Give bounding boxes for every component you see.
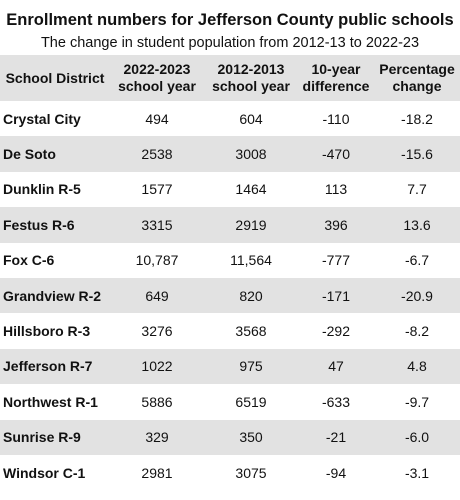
table-row: Sunrise R-9 329 350 -21 -6.0	[0, 419, 460, 455]
cell-ten-year-difference: -21	[325, 429, 347, 446]
cell-percentage-change: -18.2	[401, 110, 433, 127]
cell-enrollment-2012-2013: 350	[239, 429, 263, 446]
table-row: Jefferson R-7 1022 975 47 4.8	[0, 348, 460, 385]
cell-enrollment-2022-2023: 5886	[141, 393, 173, 410]
cell-enrollment-2012-2013: 3008	[235, 146, 267, 163]
header-2022-2023: 2022-2023 school year	[118, 61, 196, 94]
cell-enrollment-2012-2013: 604	[239, 110, 263, 127]
cell-percentage-change: -3.1	[404, 464, 430, 481]
cell-ten-year-difference: -94	[325, 464, 347, 481]
table-row: Festus R-6 3315 2919 396 13.6	[0, 207, 460, 243]
cell-percentage-change: 4.8	[407, 358, 427, 375]
header-2012-2013: 2012-2013 school year	[212, 61, 290, 94]
header-school-district: School District	[5, 69, 105, 86]
cell-percentage-change: -20.9	[401, 287, 433, 304]
table-row: Fox C-6 10,787 11,564 -777 -6.7	[0, 243, 460, 278]
chart-title: Enrollment numbers for Jefferson County …	[6, 11, 454, 29]
cell-school-district: Northwest R-1	[3, 393, 98, 410]
cell-enrollment-2022-2023: 649	[145, 287, 169, 304]
cell-enrollment-2022-2023: 1022	[141, 358, 173, 375]
cell-enrollment-2022-2023: 329	[145, 429, 169, 446]
cell-enrollment-2022-2023: 3315	[141, 216, 173, 233]
cell-ten-year-difference: -633	[321, 393, 351, 410]
cell-enrollment-2012-2013: 820	[239, 287, 263, 304]
cell-enrollment-2012-2013: 975	[239, 358, 263, 375]
cell-ten-year-difference: -470	[321, 146, 351, 163]
enrollment-table: School District 2022-2023 school year 20…	[0, 55, 460, 490]
cell-school-district: Dunklin R-5	[3, 181, 81, 198]
cell-ten-year-difference: -777	[321, 252, 351, 269]
cell-enrollment-2012-2013: 3568	[235, 323, 267, 340]
header-10-year-difference: 10-year difference	[302, 61, 370, 94]
cell-ten-year-difference: 396	[324, 216, 348, 233]
cell-percentage-change: 7.7	[407, 181, 427, 198]
table-row: Northwest R-1 5886 6519 -633 -9.7	[0, 384, 460, 419]
table-body: Crystal City 494 604 -110 -18.2 De Soto 2538 30…	[0, 101, 460, 490]
cell-school-district: Festus R-6	[3, 216, 75, 233]
cell-ten-year-difference: 113	[324, 181, 348, 198]
cell-enrollment-2022-2023: 3276	[141, 323, 173, 340]
header-percentage-change: Percentage change	[379, 61, 455, 94]
cell-enrollment-2012-2013: 1464	[235, 181, 267, 198]
table-header: School District 2022-2023 school year 20…	[0, 55, 460, 101]
cell-enrollment-2012-2013: 11,564	[230, 252, 272, 269]
table-row: Grandview R-2 649 820 -171 -20.9	[0, 277, 460, 314]
cell-percentage-change: -8.2	[404, 323, 430, 340]
cell-enrollment-2022-2023: 2538	[141, 146, 173, 163]
cell-school-district: Grandview R-2	[3, 287, 102, 304]
table-row: Windsor C-1 2981 3075 -94 -3.1	[0, 455, 460, 490]
cell-percentage-change: -15.6	[401, 146, 433, 163]
cell-school-district: Jefferson R-7	[3, 358, 93, 375]
cell-enrollment-2022-2023: 10,787	[135, 252, 179, 269]
chart-subtitle: The change in student population from 20…	[40, 35, 420, 51]
cell-school-district: De Soto	[3, 146, 56, 163]
cell-enrollment-2012-2013: 6519	[235, 393, 267, 410]
cell-percentage-change: -9.7	[404, 393, 430, 410]
cell-ten-year-difference: 47	[328, 358, 344, 375]
cell-enrollment-2022-2023: 1577	[141, 181, 173, 198]
cell-school-district: Crystal City	[3, 110, 81, 127]
cell-ten-year-difference: -292	[321, 323, 351, 340]
table-row: De Soto 2538 3008 -470 -15.6	[0, 136, 460, 172]
cell-percentage-change: 13.6	[403, 216, 431, 233]
cell-ten-year-difference: -171	[321, 287, 351, 304]
table-row: Dunklin R-5 1577 1464 113 7.7	[0, 172, 460, 207]
cell-percentage-change: -6.7	[404, 252, 430, 269]
cell-school-district: Hillsboro R-3	[3, 323, 91, 340]
cell-school-district: Fox C-6	[3, 252, 55, 269]
cell-enrollment-2022-2023: 494	[145, 110, 169, 127]
cell-enrollment-2022-2023: 2981	[141, 464, 173, 481]
cell-school-district: Windsor C-1	[3, 464, 86, 481]
cell-percentage-change: -6.0	[404, 429, 430, 446]
cell-enrollment-2012-2013: 3075	[235, 464, 267, 481]
table-row: Crystal City 494 604 -110 -18.2	[0, 101, 460, 136]
table-row: Hillsboro R-3 3276 3568 -292 -8.2	[0, 313, 460, 348]
cell-ten-year-difference: -110	[322, 110, 350, 127]
cell-school-district: Sunrise R-9	[3, 429, 81, 446]
cell-enrollment-2012-2013: 2919	[235, 216, 267, 233]
